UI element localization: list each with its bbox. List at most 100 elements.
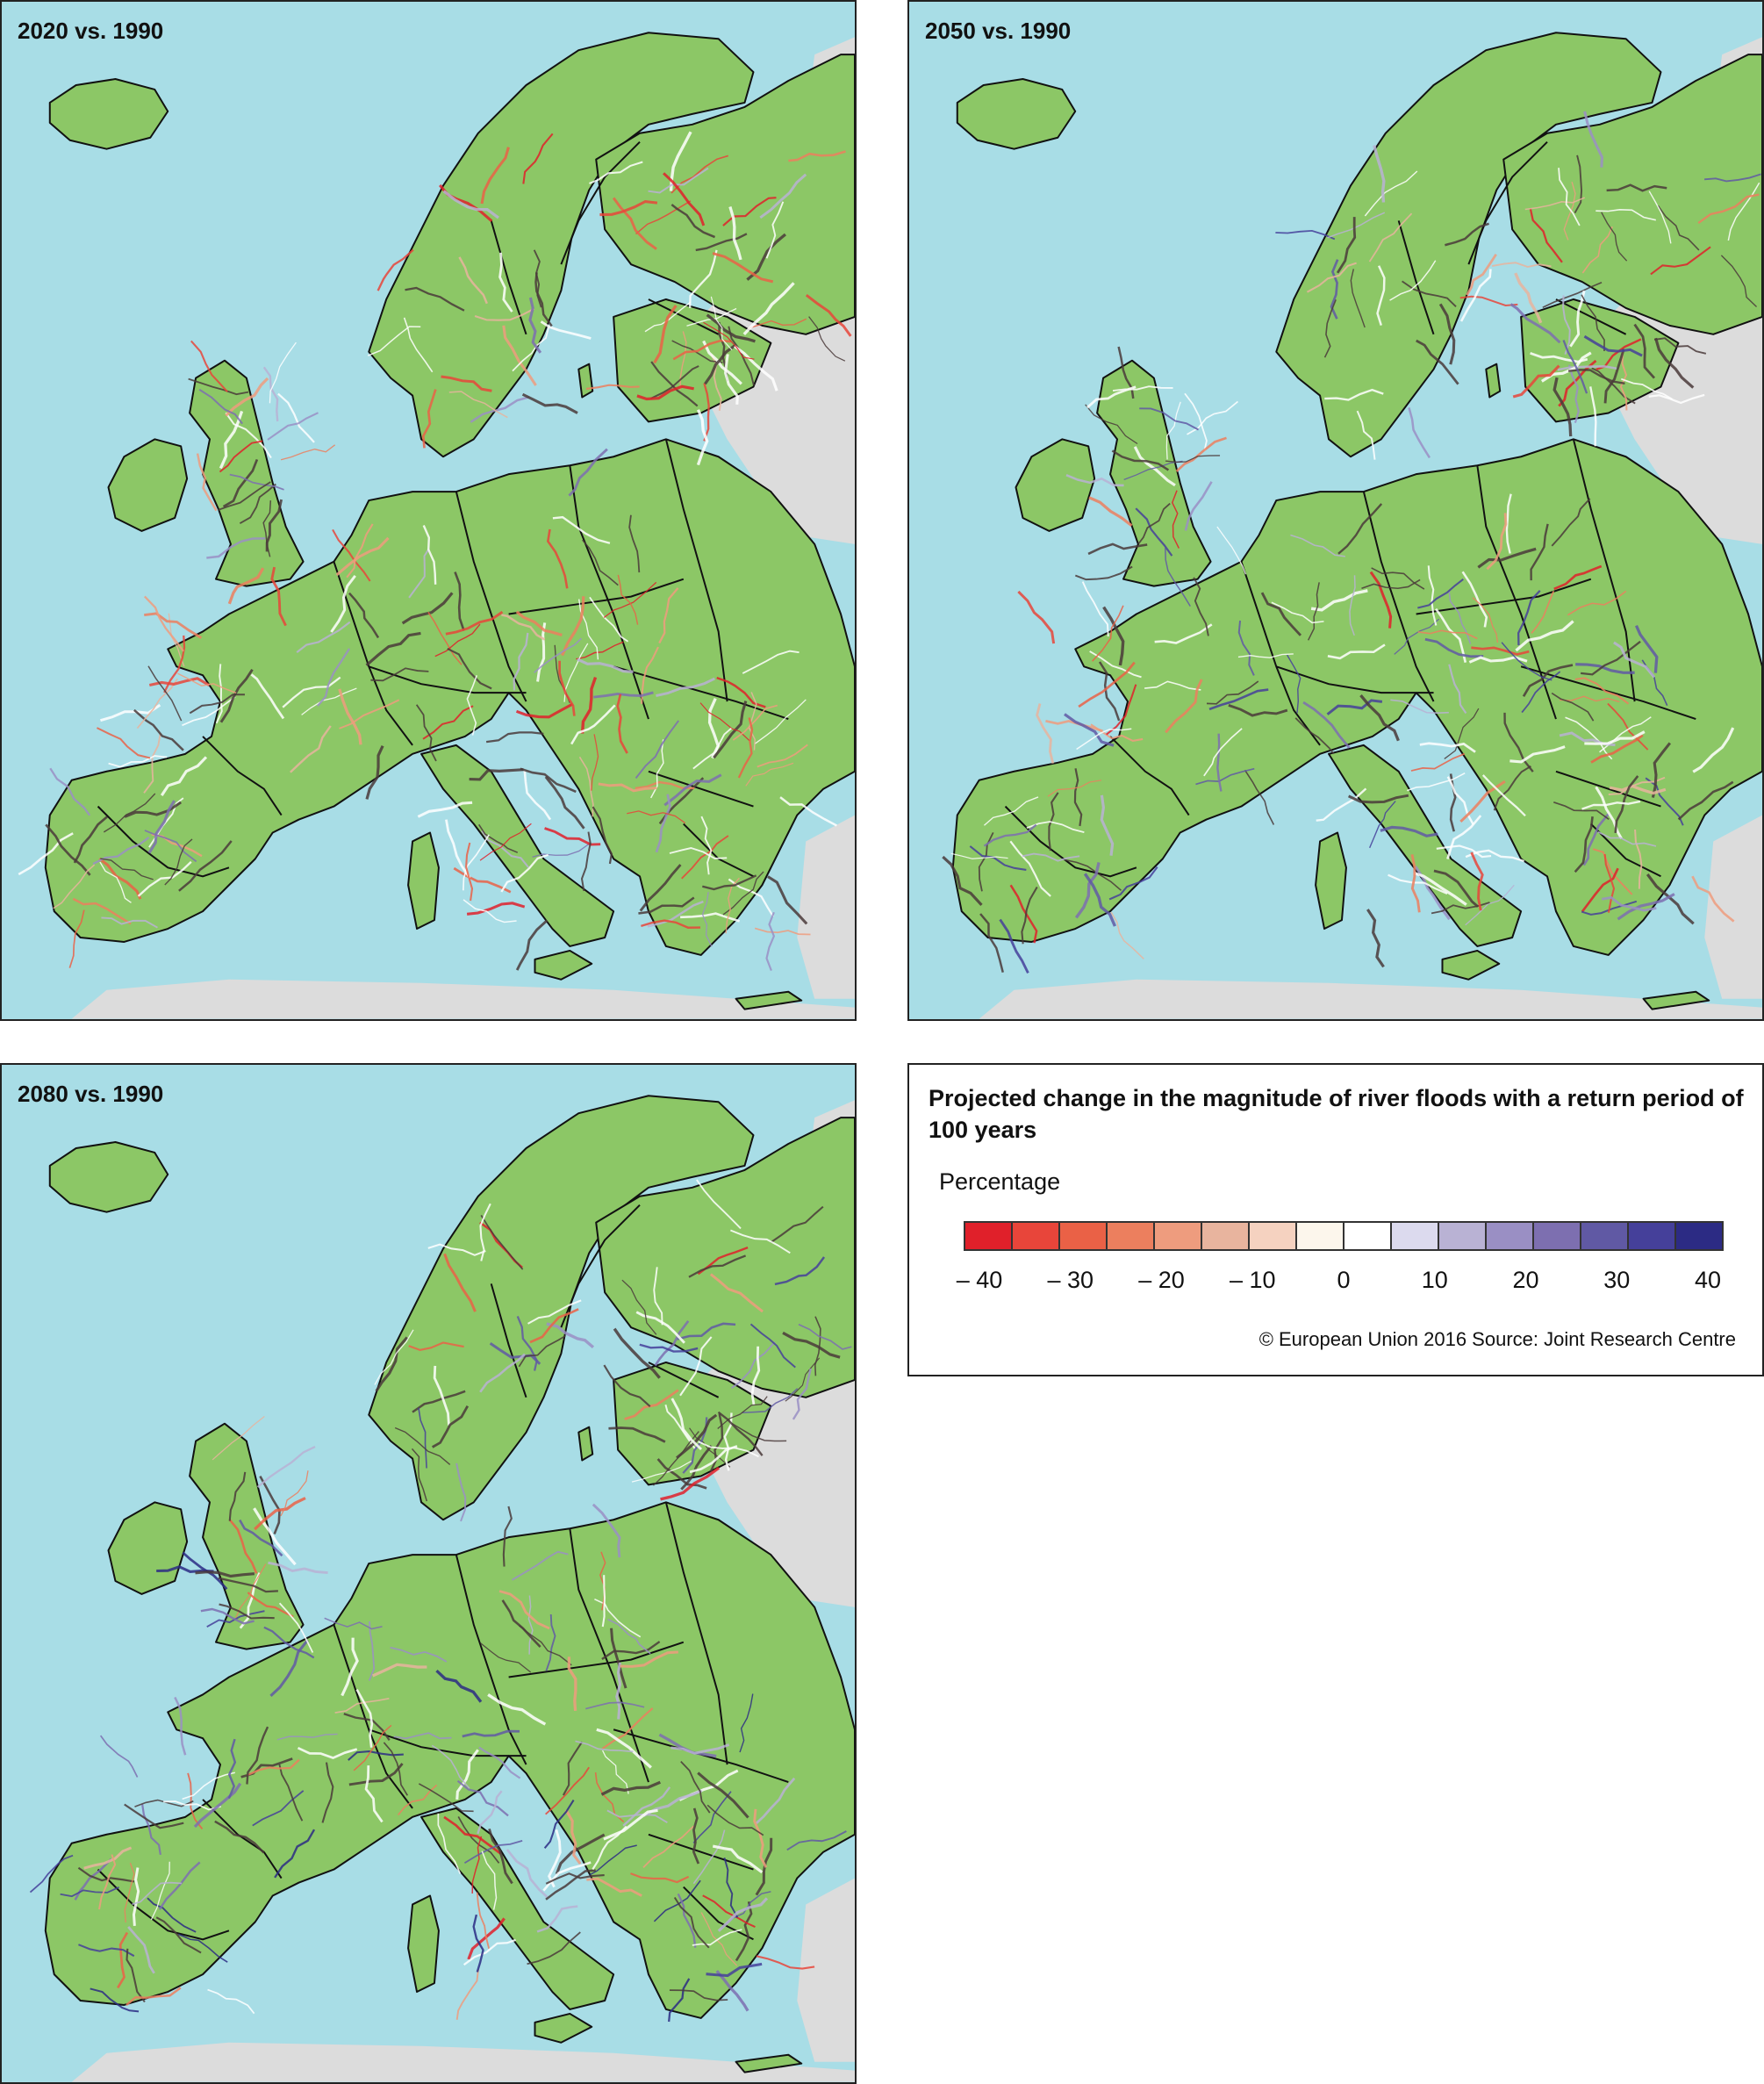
river-segment <box>1424 637 1484 658</box>
river-segment <box>177 1933 228 1963</box>
river-segment <box>1459 269 1492 322</box>
river-segment <box>1505 493 1512 554</box>
river-segment <box>1657 205 1700 251</box>
river-segment <box>545 1869 596 1901</box>
river-segment <box>1022 852 1080 862</box>
river-segment <box>321 1762 334 1823</box>
river-segment <box>627 810 686 824</box>
river-segment <box>1574 816 1594 873</box>
river-segment <box>117 1931 129 1989</box>
river-segment <box>147 1897 197 1933</box>
river-segment <box>73 816 108 864</box>
river-segment <box>276 1733 338 1741</box>
river-segment <box>1165 547 1191 607</box>
legend-box: Projected change in the magnitude of riv… <box>907 1063 1764 1376</box>
map-panel-2020: 2020 vs. 1990 <box>0 0 857 1021</box>
river-segment <box>227 1738 237 1800</box>
river-segment <box>189 693 245 715</box>
river-segment <box>1646 873 1695 925</box>
river-segment <box>1567 590 1627 616</box>
river-segment <box>593 691 654 699</box>
river-segment <box>100 858 154 880</box>
color-swatch <box>1487 1223 1534 1249</box>
river-segment <box>1106 684 1137 736</box>
river-segment <box>798 1323 852 1350</box>
river-segment <box>1481 774 1526 817</box>
river-segment <box>1575 663 1635 674</box>
river-segment <box>195 1570 255 1578</box>
river-segment <box>441 375 492 392</box>
river-network-2080 <box>29 1179 852 2023</box>
river-segment <box>228 1471 247 1521</box>
river-segment <box>1574 677 1630 705</box>
river-segment <box>1427 565 1438 626</box>
source-credit: © European Union 2016 Source: Joint Rese… <box>1258 1328 1736 1350</box>
river-segment <box>435 1669 483 1703</box>
river-segment <box>1613 641 1656 679</box>
river-segment <box>750 1346 761 1406</box>
river-segment <box>1327 212 1386 239</box>
river-segment <box>225 377 269 417</box>
river-segment <box>742 650 800 674</box>
river-segment <box>630 1872 690 1884</box>
river-segment <box>465 842 474 902</box>
river-segment <box>427 611 463 665</box>
river-segment <box>1102 606 1125 666</box>
river-segment <box>1111 449 1170 471</box>
river-segment <box>663 172 706 226</box>
river-segment <box>324 1617 383 1630</box>
river-segment <box>1551 498 1591 547</box>
river-segment <box>132 1867 140 1926</box>
river-segment <box>1503 712 1534 773</box>
river-segment <box>728 878 775 917</box>
river-segment <box>457 1816 500 1864</box>
river-segment <box>1373 145 1386 203</box>
river-segment <box>448 391 508 419</box>
river-segment <box>715 1970 749 2012</box>
river-segment <box>546 1322 595 1349</box>
river-segment <box>489 1342 541 1365</box>
river-segment <box>263 1626 315 1659</box>
river-segment <box>578 599 599 660</box>
river-segment <box>1306 262 1357 293</box>
river-segment <box>1634 624 1659 673</box>
river-segment <box>765 201 785 259</box>
river-segment <box>301 687 357 715</box>
river-segment <box>592 806 613 865</box>
river-segment <box>390 1646 448 1663</box>
river-segment <box>346 523 374 578</box>
river-segment <box>1165 679 1203 734</box>
river-segment <box>1389 260 1437 301</box>
river-segment <box>1493 765 1531 811</box>
river-segment <box>523 770 552 821</box>
river-segment <box>348 1750 404 1761</box>
river-segment <box>942 855 983 907</box>
scale-tick-label: – 10 <box>1229 1267 1276 1293</box>
river-segment <box>1048 792 1059 852</box>
river-segment <box>1703 173 1761 183</box>
river-segment <box>710 296 733 351</box>
river-segment <box>1349 575 1356 636</box>
river-segment <box>1047 780 1102 797</box>
river-segment <box>1582 813 1610 866</box>
river-segment <box>639 1343 699 1353</box>
river-segment <box>700 1912 738 1966</box>
river-segment <box>519 1625 572 1666</box>
river-segment <box>103 793 156 833</box>
river-segment <box>1444 708 1480 759</box>
river-segment <box>141 1804 161 1856</box>
river-segment <box>1595 209 1656 221</box>
river-segment <box>253 1507 297 1566</box>
river-segment <box>540 320 592 340</box>
river-segment <box>702 1894 756 1928</box>
river-segment <box>680 1761 711 1814</box>
river-segment <box>1380 825 1438 837</box>
river-segment <box>250 673 285 720</box>
river-segment <box>631 1460 692 1483</box>
river-segment <box>348 592 380 639</box>
river-segment <box>1324 388 1384 401</box>
river-segment <box>398 1784 438 1816</box>
river-segment <box>603 1808 658 1841</box>
river-segment <box>469 768 524 781</box>
river-segment <box>628 514 641 573</box>
